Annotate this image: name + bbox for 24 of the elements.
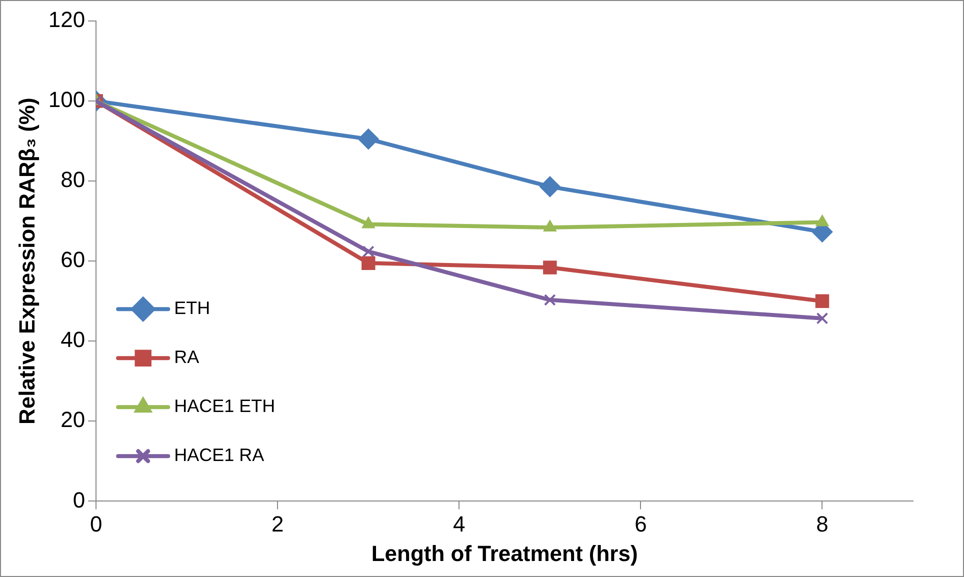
x-tick-label: 2 bbox=[272, 511, 284, 536]
legend-label: HACE1 RA bbox=[174, 445, 264, 466]
y-tick-label: 80 bbox=[60, 167, 86, 192]
point bbox=[543, 260, 557, 274]
y-tick-label: 60 bbox=[60, 247, 86, 272]
y-axis-title: Relative Expression RARβ₃ (%) bbox=[14, 98, 40, 425]
x-tick-label: 6 bbox=[634, 511, 647, 536]
point bbox=[544, 294, 556, 306]
y-tick-label: 0 bbox=[72, 487, 86, 512]
x-tick-label: 8 bbox=[816, 511, 828, 536]
point bbox=[362, 256, 376, 270]
x-axis-title: Length of Treatment (hrs) bbox=[371, 540, 638, 566]
y-tick-label: 20 bbox=[60, 407, 86, 432]
point bbox=[539, 176, 560, 198]
x-tick-label: 0 bbox=[90, 511, 102, 536]
legend-label: HACE1 ETH bbox=[174, 396, 276, 416]
y-tick-label: 40 bbox=[60, 327, 86, 352]
x-tick-label: 4 bbox=[453, 511, 466, 536]
y-tick-label: 100 bbox=[48, 87, 86, 112]
point bbox=[815, 294, 830, 308]
legend-label: RA bbox=[174, 347, 200, 368]
legend-label: ETH bbox=[174, 298, 210, 318]
point bbox=[816, 312, 828, 324]
y-tick-label: 120 bbox=[48, 7, 86, 32]
